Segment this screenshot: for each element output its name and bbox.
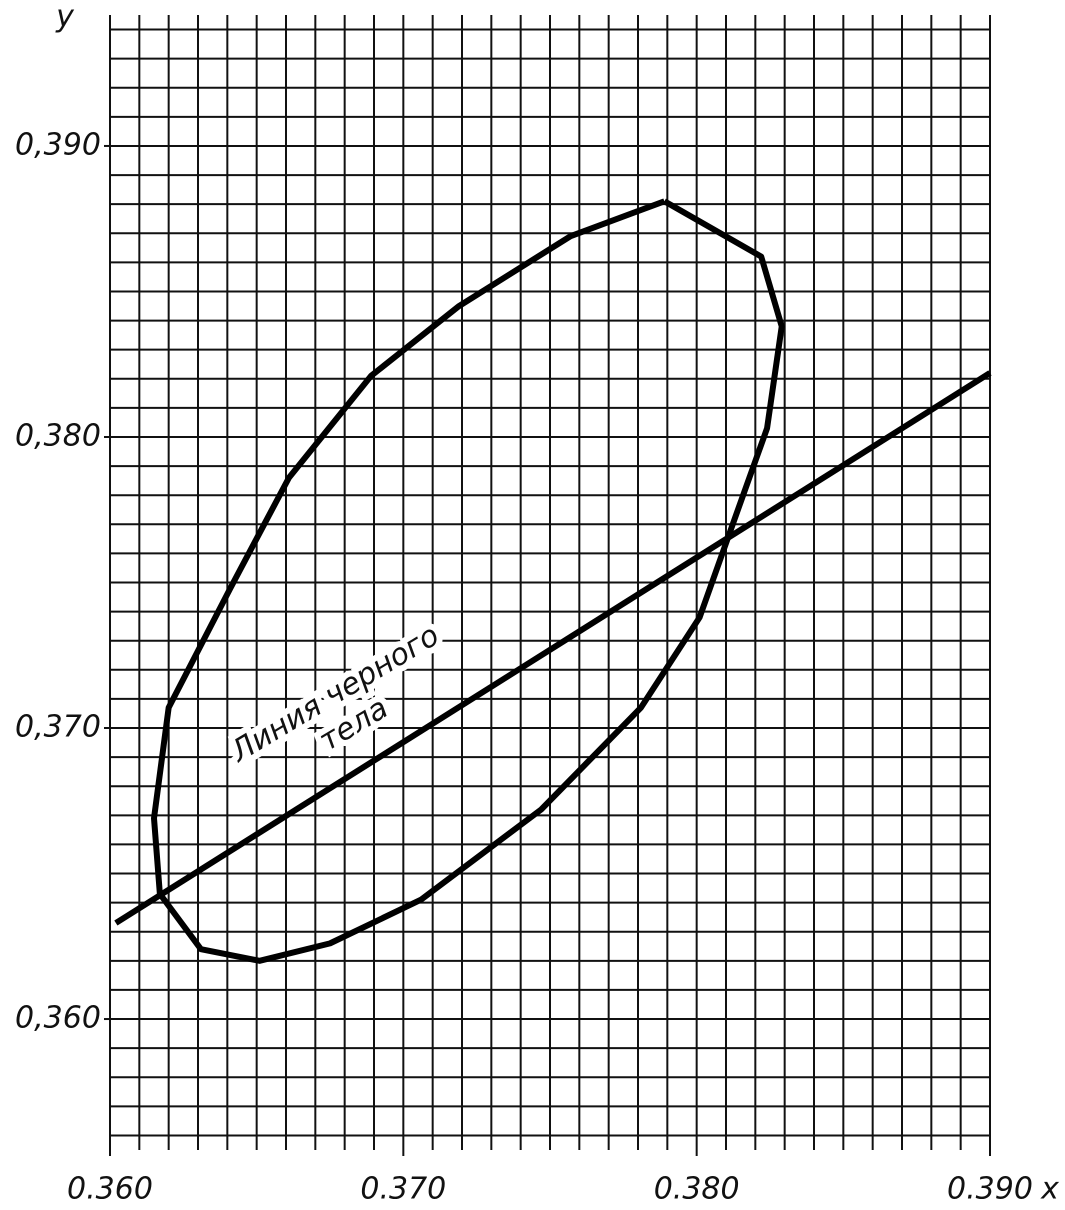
y-tick-label: 0,360 [15, 1001, 101, 1036]
y-tick-label: 0,380 [15, 418, 101, 453]
y-tick-label: 0,390 [15, 127, 101, 162]
y-tick-label: 0,370 [15, 710, 101, 745]
x-tick-label: 0.370 [360, 1172, 446, 1207]
curve [151, 198, 785, 964]
x-tick-label: 0.380 [654, 1172, 740, 1207]
x-axis-label: x [1040, 1172, 1059, 1207]
curve [114, 370, 992, 926]
x-tick-label: 0.360 [67, 1172, 153, 1207]
x-tick-label: 0.390 [947, 1172, 1033, 1207]
y-axis-label: y [55, 0, 75, 35]
